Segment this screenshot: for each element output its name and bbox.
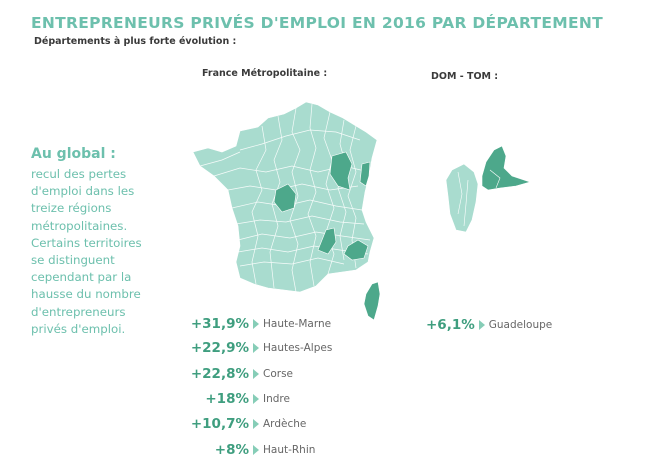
- stat-value: +31,9%: [190, 316, 249, 332]
- stat-value: +22,8%: [190, 366, 249, 382]
- domtom-label: DOM - TOM :: [431, 71, 499, 82]
- arrow-right-icon: [253, 419, 259, 429]
- page-subtitle: Départements à plus forte évolution :: [34, 36, 237, 47]
- stat-value: +8%: [214, 442, 249, 458]
- stat-row-indre: +18% Indre: [185, 389, 290, 409]
- global-line: métropolitaines.: [31, 218, 128, 233]
- global-heading: Au global :: [31, 146, 116, 162]
- stat-value: +18%: [205, 391, 249, 407]
- arrow-right-icon: [253, 394, 259, 404]
- global-line: Certains territoires: [31, 235, 142, 250]
- global-line: d'emploi dans les: [31, 184, 135, 199]
- stat-row-hautes-alpes: +22,9% Hautes-Alpes: [185, 338, 332, 358]
- hautes-alpes-highlight: [343, 239, 369, 261]
- indre-highlight: [273, 183, 297, 213]
- haute-marne-highlight: [329, 151, 353, 191]
- stat-department: Ardèche: [263, 418, 307, 430]
- global-line: cependant par la: [31, 270, 132, 285]
- arrow-right-icon: [253, 445, 259, 455]
- arrow-right-icon: [478, 320, 485, 330]
- stat-row-ardeche: +10,7% Ardèche: [185, 414, 306, 434]
- stat-department: Hautes-Alpes: [263, 342, 333, 354]
- global-line: privés d'emploi.: [31, 321, 126, 336]
- stat-value: +6,1%: [426, 317, 475, 333]
- stat-department: Indre: [263, 393, 290, 405]
- stat-row-corse: +22,8% Corse: [185, 364, 293, 384]
- arrow-right-icon: [253, 369, 259, 379]
- haut-rhin-highlight: [359, 161, 371, 187]
- guadeloupe-lines: [457, 169, 501, 227]
- metropole-label: France Métropolitaine :: [202, 68, 328, 79]
- department-lines: [199, 103, 371, 293]
- stat-department: Corse: [263, 368, 294, 380]
- arrow-right-icon: [253, 343, 259, 353]
- basse-terre-island: [445, 163, 479, 233]
- stat-row-haute-marne: +31,9% Haute-Marne: [185, 314, 331, 334]
- stat-value: +22,9%: [190, 340, 249, 356]
- stat-value: +10,7%: [190, 416, 249, 432]
- guadeloupe-map: [445, 145, 532, 233]
- global-text: recul des pertes d'emploi dans les treiz…: [31, 166, 181, 338]
- global-line: d'entrepreneurs: [31, 304, 126, 319]
- stat-department: Haute-Marne: [263, 318, 332, 330]
- grande-terre-island: [481, 145, 532, 191]
- global-line: hausse du nombre: [31, 287, 141, 302]
- stat-row-haut-rhin: +8% Haut-Rhin: [185, 440, 316, 460]
- global-line: treize régions: [31, 201, 112, 216]
- ardeche-highlight: [317, 227, 337, 255]
- arrow-right-icon: [253, 319, 259, 329]
- global-line: se distinguent: [31, 253, 115, 268]
- stat-row-guadeloupe: +6,1% Guadeloupe: [426, 315, 552, 335]
- corse-island: [363, 281, 381, 321]
- global-line: recul des pertes: [31, 167, 127, 181]
- france-map: [192, 101, 381, 321]
- stat-department: Guadeloupe: [488, 319, 553, 331]
- stat-department: Haut-Rhin: [263, 444, 316, 456]
- page-title: ENTREPRENEURS PRIVÉS D'EMPLOI EN 2016 PA…: [31, 14, 604, 32]
